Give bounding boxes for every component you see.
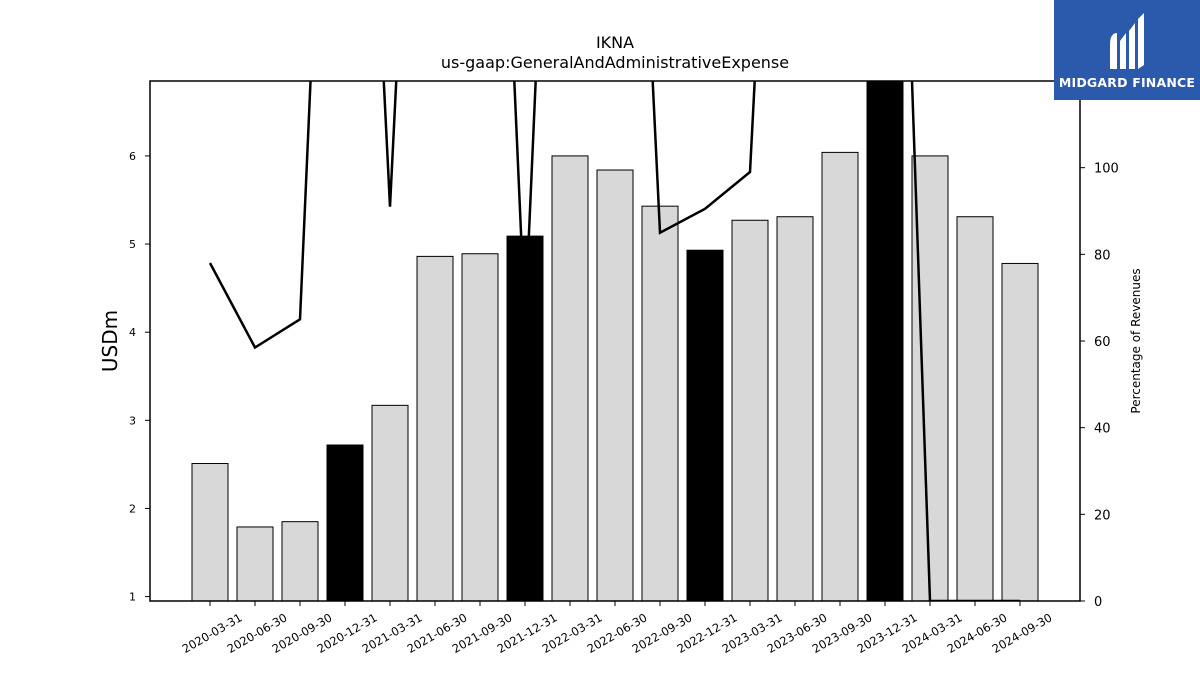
y-tick-label: 5 [129, 238, 136, 251]
y2-tick-label: 100 [1094, 162, 1119, 177]
logo-text: MIDGARD FINANCE [1058, 74, 1196, 90]
bars-group [191, 80, 1039, 602]
midgard-finance-logo: MIDGARD FINANCE [1054, 0, 1200, 100]
bar [821, 151, 859, 602]
y2-axis-label: Percentage of Revenues [1129, 268, 1143, 413]
y2-tick-label: 20 [1094, 508, 1111, 523]
bar [776, 216, 814, 602]
bar [416, 255, 454, 602]
bar [686, 249, 724, 602]
y-tick-label: 4 [129, 326, 136, 339]
chart-subtitle: us-gaap:GeneralAndAdministrativeExpense [441, 53, 789, 72]
y-tick-label: 6 [129, 150, 136, 163]
bar [461, 253, 499, 602]
y-axis-label: USDm [98, 310, 122, 372]
bar [731, 219, 769, 602]
y2-tick-label: 40 [1094, 422, 1111, 437]
y-tick-label: 3 [129, 414, 136, 427]
y2-tick-label: 60 [1094, 335, 1111, 350]
y-tick-label: 2 [129, 502, 136, 515]
bar [326, 444, 364, 602]
bar [236, 526, 274, 602]
bar [506, 235, 544, 602]
bar [281, 521, 319, 602]
bar [956, 216, 994, 602]
bar [866, 80, 904, 602]
logo-mark-icon [1110, 12, 1144, 69]
bar [371, 404, 409, 602]
chart-title: IKNA [596, 33, 634, 52]
y2-tick-label: 80 [1094, 248, 1111, 263]
y2-tick-label: 0 [1094, 595, 1102, 610]
y-tick-label: 1 [129, 591, 136, 604]
bar [641, 205, 679, 602]
bar [551, 155, 589, 602]
bar [1001, 262, 1039, 602]
bar [596, 169, 634, 602]
bar [191, 463, 229, 602]
